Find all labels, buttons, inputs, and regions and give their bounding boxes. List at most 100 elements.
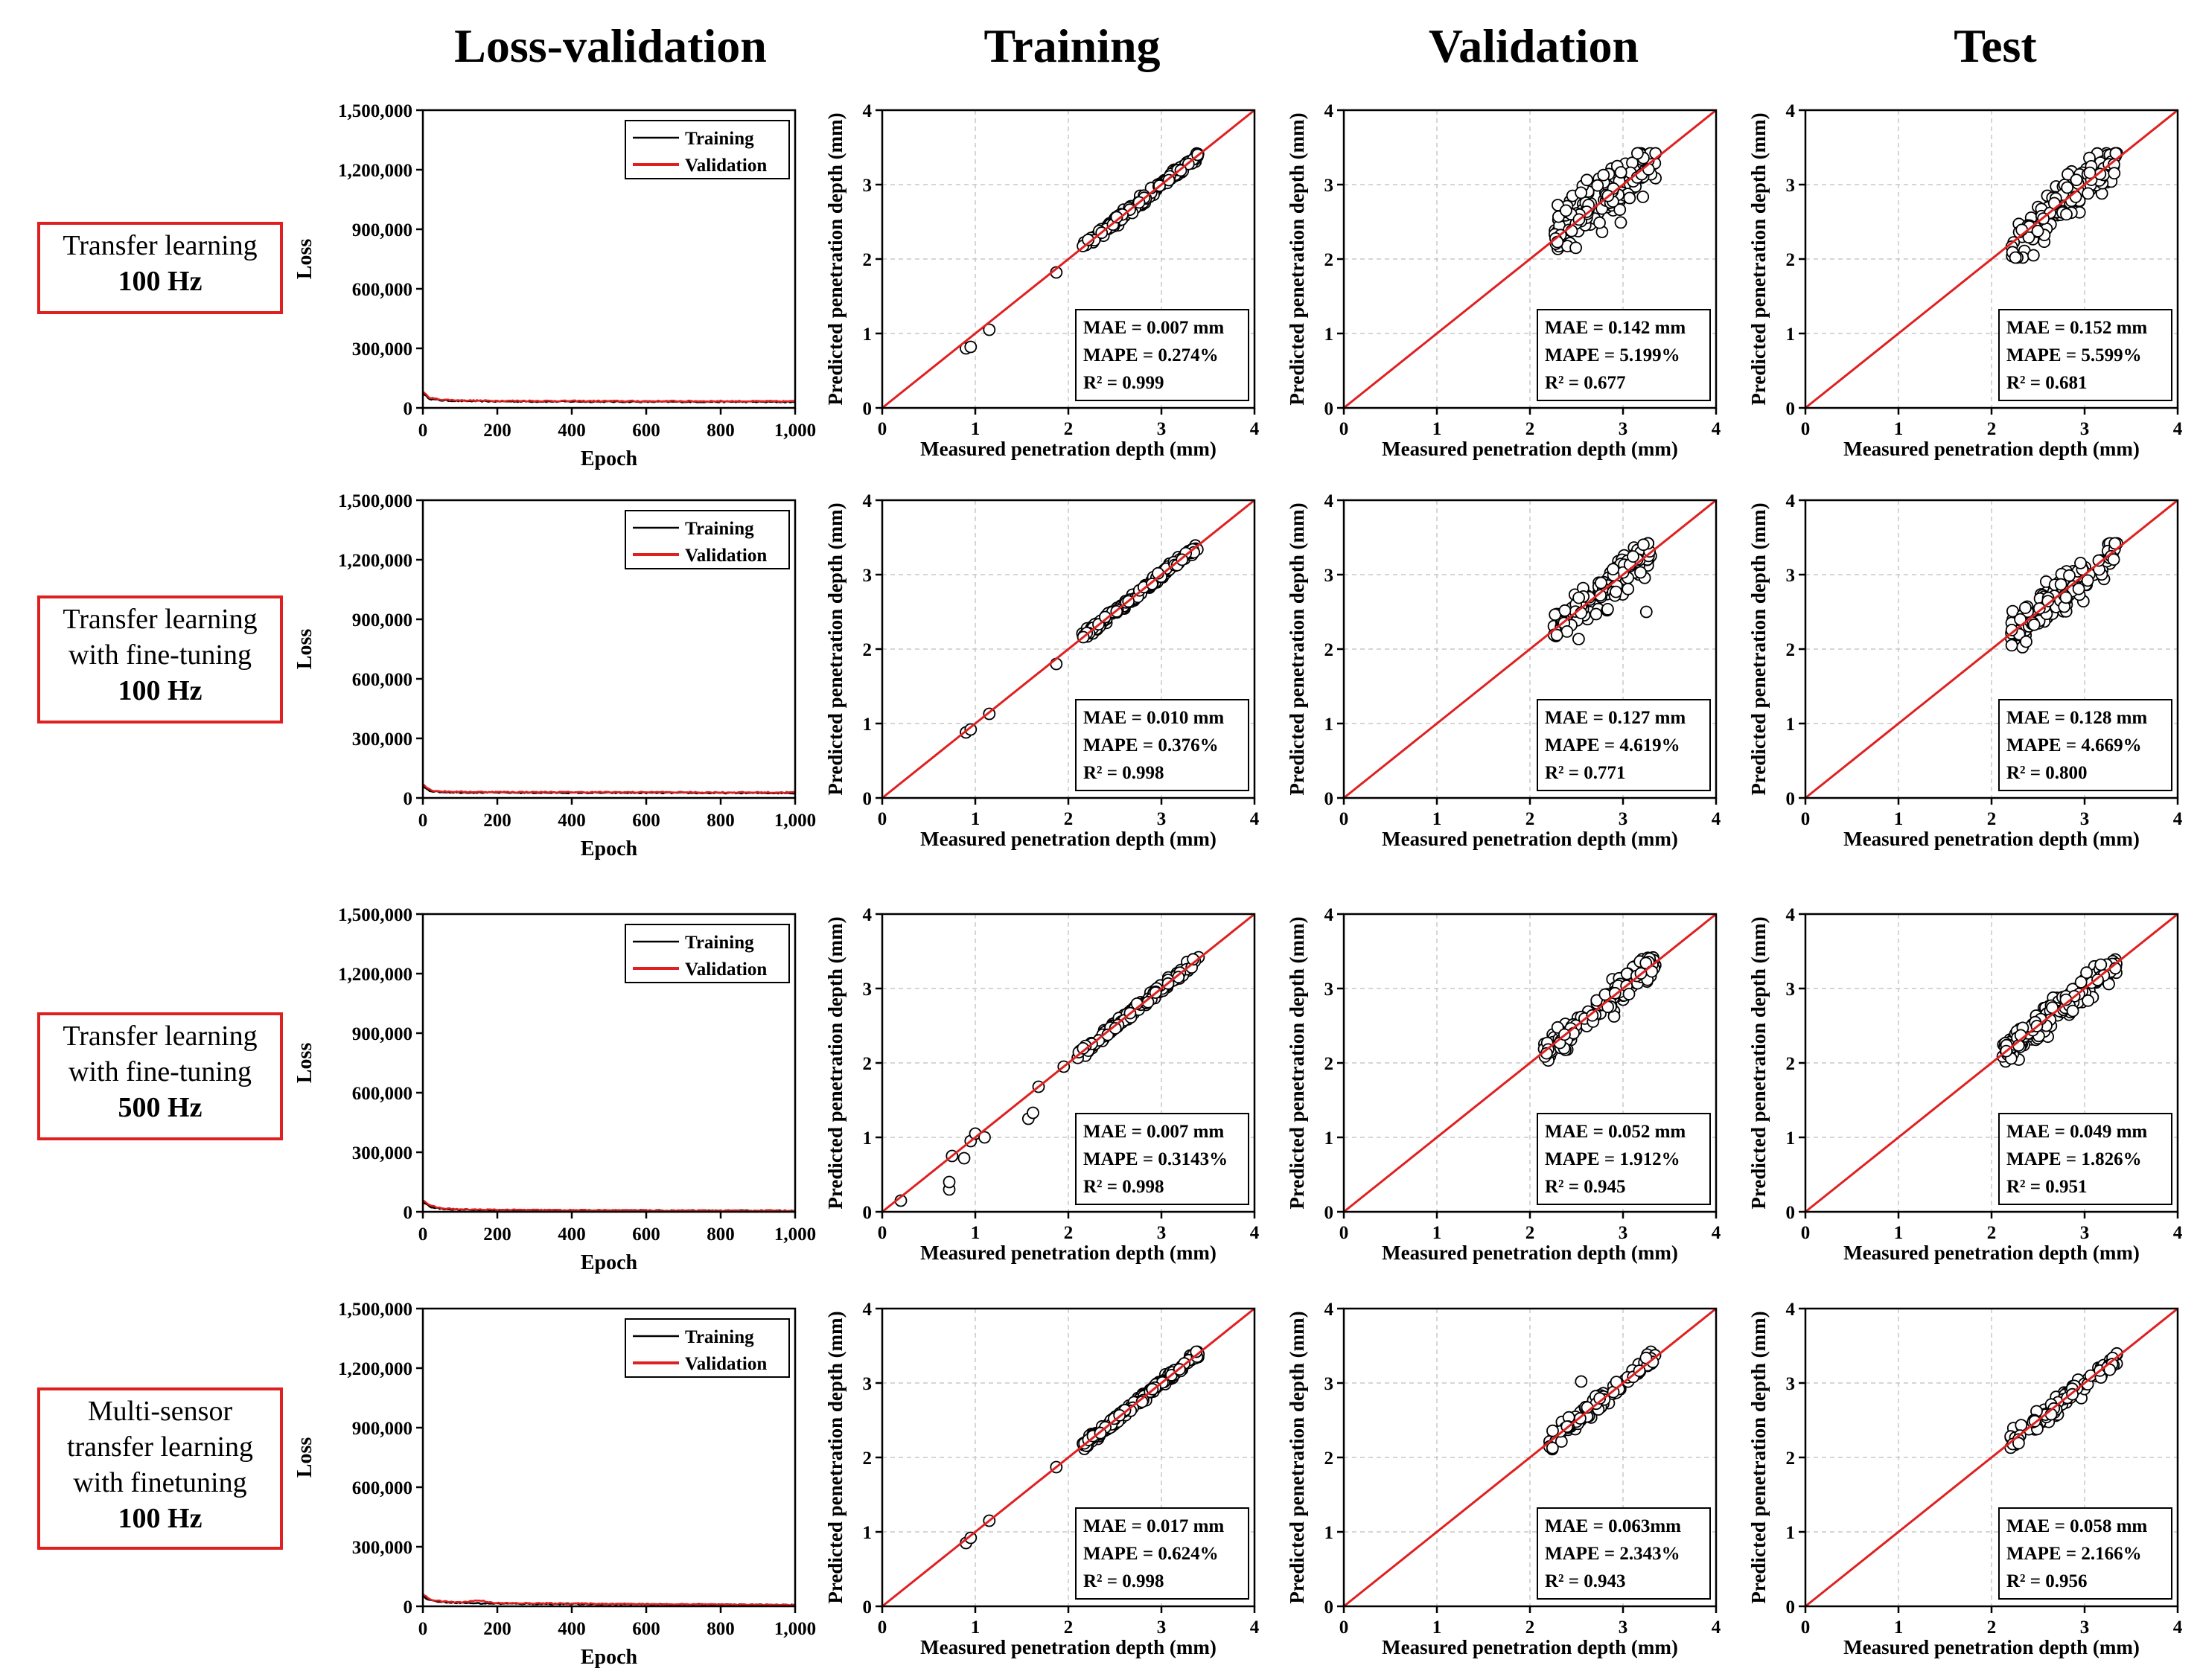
metrics-frame — [1537, 1113, 1711, 1205]
y-axis-label: Predicted penetration depth (mm) — [824, 112, 846, 405]
x-tick-label: 1 — [971, 1617, 981, 1638]
x-tick-label: 0 — [1801, 809, 1811, 829]
y-tick-label: 0 — [1324, 1597, 1334, 1617]
metrics-frame — [1998, 1507, 2172, 1600]
y-tick-label: 0 — [1786, 1597, 1796, 1617]
x-tick-label: 1 — [1432, 1223, 1442, 1243]
y-tick-label: 4 — [863, 101, 873, 121]
metrics-frame — [1998, 699, 2172, 791]
data-point — [1614, 216, 1627, 229]
x-tick-label: 3 — [1619, 419, 1628, 439]
loss-x-tick-label: 0 — [418, 421, 428, 441]
x-axis-label: Measured penetration depth (mm) — [1382, 1636, 1678, 1658]
x-tick-label: 3 — [1157, 1223, 1167, 1243]
x-axis-label: Measured penetration depth (mm) — [1843, 1242, 2140, 1264]
loss-panel-4: 0 300,000 600,000 900,000 1,200,000 1,500,000… — [293, 1300, 816, 1669]
data-point — [2009, 251, 2022, 264]
y-axis-label: Predicted penetration depth (mm) — [824, 1311, 846, 1603]
y-tick-label: 0 — [863, 1203, 873, 1223]
x-tick-label: 1 — [971, 809, 981, 829]
loss-x-tick-label: 400 — [558, 811, 586, 831]
metric-r2: R² = 0.998 — [1083, 763, 1164, 783]
loss-y-tick-label: 600,000 — [352, 1084, 412, 1104]
x-tick-label: 2 — [1064, 809, 1074, 829]
y-tick-label: 3 — [1324, 566, 1334, 586]
data-point — [1623, 191, 1636, 205]
loss-y-tick-label: 1,200,000 — [338, 1359, 412, 1379]
metrics-box: MAE = 0.010 mm MAPE = 0.376% R² = 0.998 — [1075, 699, 1249, 791]
metric-mape: MAPE = 1.912% — [1545, 1149, 1680, 1169]
y-tick-label: 2 — [863, 250, 873, 270]
x-tick-label: 4 — [2173, 1223, 2183, 1243]
data-point — [1622, 988, 1636, 1000]
data-point — [2059, 591, 2073, 604]
metric-r2: R² = 0.681 — [2006, 373, 2088, 393]
loss-x-tick-label: 400 — [558, 1224, 586, 1245]
loss-x-tick-label: 1,000 — [774, 1224, 816, 1245]
y-tick-label: 3 — [863, 1374, 873, 1394]
y-tick-label: 4 — [1786, 905, 1796, 925]
data-point — [1591, 179, 1604, 192]
y-tick-label: 1 — [1324, 325, 1334, 345]
x-axis-label: Measured penetration depth (mm) — [920, 438, 1217, 460]
y-tick-label: 0 — [1324, 399, 1334, 419]
y-tick-label: 1 — [863, 715, 873, 735]
y-tick-label: 4 — [1786, 1300, 1796, 1320]
metric-mae: MAE = 0.142 mm — [1545, 318, 1686, 338]
y-tick-label: 3 — [1324, 980, 1334, 1000]
y-tick-label: 3 — [1324, 1374, 1334, 1394]
row-label-text: Transfer learning — [63, 230, 258, 261]
loss-frame — [421, 499, 797, 799]
metrics-box: MAE = 0.063mm MAPE = 2.343% R² = 0.943 — [1537, 1507, 1711, 1600]
data-point — [2031, 224, 2044, 237]
x-tick-label: 0 — [1339, 1617, 1349, 1638]
y-tick-label: 2 — [1324, 1054, 1334, 1074]
loss-x-tick-label: 0 — [418, 811, 428, 831]
y-tick-label: 0 — [1324, 789, 1334, 809]
y-axis-label: Predicted penetration depth (mm) — [1747, 112, 1770, 405]
loss-y-tick-label: 600,000 — [352, 1478, 412, 1498]
legend-label-validation: Validation — [685, 546, 767, 566]
data-point — [1630, 147, 1644, 160]
loss-y-tick-label: 900,000 — [352, 1419, 412, 1439]
x-tick-label: 4 — [1250, 419, 1260, 439]
row-label-text: Transfer learning with fine-tuning — [63, 1021, 258, 1087]
column-title-test: Test — [1954, 19, 2037, 72]
data-point — [2107, 553, 2120, 566]
x-axis-label: Measured penetration depth (mm) — [1843, 828, 2140, 850]
loss-y-axis-label: Loss — [293, 629, 316, 670]
y-tick-label: 3 — [1786, 1374, 1796, 1394]
metric-mape: MAPE = 0.3143% — [1083, 1149, 1228, 1169]
x-tick-label: 1 — [1432, 1617, 1442, 1638]
metric-mae: MAE = 0.010 mm — [1083, 708, 1224, 728]
metrics-frame — [1537, 699, 1711, 791]
fit-line — [1343, 1307, 1717, 1608]
metric-r2: R² = 0.945 — [1545, 1177, 1626, 1197]
fit-line — [1805, 499, 2178, 799]
x-tick-label: 4 — [2173, 1617, 2183, 1638]
y-tick-label: 4 — [863, 905, 873, 925]
data-point — [1607, 563, 1620, 576]
x-tick-label: 0 — [1339, 809, 1349, 829]
x-tick-label: 3 — [1619, 809, 1628, 829]
loss-y-tick-label: 300,000 — [352, 729, 412, 750]
y-tick-label: 2 — [1786, 250, 1796, 270]
loss-x-tick-label: 1,000 — [774, 1619, 816, 1639]
loss-legend: Training Validation — [625, 924, 790, 983]
x-tick-label: 4 — [1250, 1617, 1260, 1638]
loss-series-validation — [422, 783, 796, 794]
y-tick-label: 1 — [1324, 1128, 1334, 1149]
scatter-panel-test-row-2: 00 1 1 2 2 3 3 4 4 Measured penetration depth (mm… — [1747, 491, 2183, 850]
data-point — [2094, 958, 2108, 971]
loss-x-tick-label: 1,000 — [774, 421, 816, 441]
metric-r2: R² = 0.956 — [2006, 1571, 2088, 1591]
row-label-transfer-learning-100hz: Transfer learning 100 Hz — [37, 222, 283, 314]
x-tick-label: 2 — [1525, 1617, 1535, 1638]
scatter-panel-training-row-2: 00 1 1 2 2 3 3 4 4 Measured penetration depth (mm… — [824, 491, 1260, 850]
loss-series-validation — [422, 1593, 796, 1606]
loss-y-tick-label: 0 — [404, 789, 413, 809]
x-tick-label: 1 — [1894, 419, 1904, 439]
legend-label-validation: Validation — [685, 959, 767, 980]
x-tick-label: 1 — [1432, 809, 1442, 829]
x-axis-label: Measured penetration depth (mm) — [1843, 438, 2140, 460]
